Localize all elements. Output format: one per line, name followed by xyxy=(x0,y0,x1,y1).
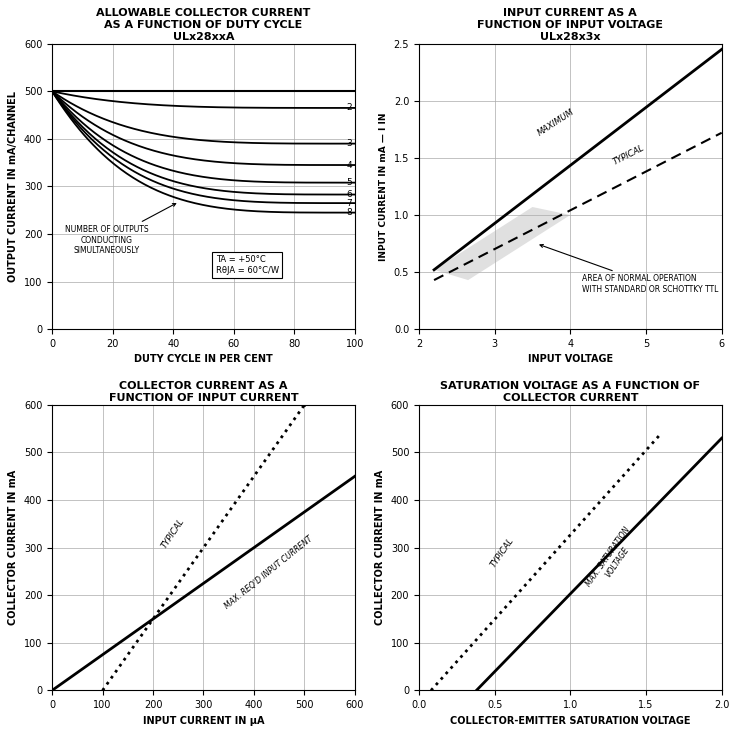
X-axis label: DUTY CYCLE IN PER CENT: DUTY CYCLE IN PER CENT xyxy=(134,355,273,365)
Text: 8: 8 xyxy=(346,208,352,217)
Y-axis label: COLLECTOR CURRENT IN mA: COLLECTOR CURRENT IN mA xyxy=(8,470,19,625)
Y-axis label: COLLECTOR CURRENT IN mA: COLLECTOR CURRENT IN mA xyxy=(375,470,385,625)
Polygon shape xyxy=(434,207,571,280)
Text: 5: 5 xyxy=(346,178,352,187)
Text: 7: 7 xyxy=(346,199,352,208)
Text: 4: 4 xyxy=(346,161,352,170)
Y-axis label: OUTPUT CURRENT IN mA/CHANNEL: OUTPUT CURRENT IN mA/CHANNEL xyxy=(8,91,19,282)
X-axis label: COLLECTOR-EMITTER SATURATION VOLTAGE: COLLECTOR-EMITTER SATURATION VOLTAGE xyxy=(450,716,691,726)
Y-axis label: INPUT CURRENT IN mA — I IN: INPUT CURRENT IN mA — I IN xyxy=(379,112,388,261)
Text: 2: 2 xyxy=(346,103,352,112)
Text: TYPICAL: TYPICAL xyxy=(612,144,647,167)
Text: MAX. REQ'D INPUT CURRENT: MAX. REQ'D INPUT CURRENT xyxy=(224,534,315,611)
Text: MAX. SATURATION
VOLTAGE: MAX. SATURATION VOLTAGE xyxy=(585,525,641,594)
Text: TYPICAL: TYPICAL xyxy=(160,517,186,550)
Text: MAXIMUM: MAXIMUM xyxy=(536,107,577,137)
Text: 3: 3 xyxy=(346,139,352,148)
Text: TA = +50°C
RθJA = 60°C/W: TA = +50°C RθJA = 60°C/W xyxy=(215,255,279,275)
Text: 6: 6 xyxy=(346,190,352,199)
Title: INPUT CURRENT AS A
FUNCTION OF INPUT VOLTAGE
ULx28x3x: INPUT CURRENT AS A FUNCTION OF INPUT VOL… xyxy=(478,8,663,42)
X-axis label: INPUT VOLTAGE: INPUT VOLTAGE xyxy=(527,355,613,365)
Text: TYPICAL: TYPICAL xyxy=(489,536,516,569)
Text: AREA OF NORMAL OPERATION
WITH STANDARD OR SCHOTTKY TTL: AREA OF NORMAL OPERATION WITH STANDARD O… xyxy=(540,244,718,294)
Title: SATURATION VOLTAGE AS A FUNCTION OF
COLLECTOR CURRENT: SATURATION VOLTAGE AS A FUNCTION OF COLL… xyxy=(440,381,700,403)
Title: COLLECTOR CURRENT AS A
FUNCTION OF INPUT CURRENT: COLLECTOR CURRENT AS A FUNCTION OF INPUT… xyxy=(109,381,298,403)
Text: NUMBER OF OUTPUTS
CONDUCTING
SIMULTANEOUSLY: NUMBER OF OUTPUTS CONDUCTING SIMULTANEOU… xyxy=(65,203,176,255)
X-axis label: INPUT CURRENT IN μA: INPUT CURRENT IN μA xyxy=(143,716,264,726)
Title: ALLOWABLE COLLECTOR CURRENT
AS A FUNCTION OF DUTY CYCLE
ULx28xxA: ALLOWABLE COLLECTOR CURRENT AS A FUNCTIO… xyxy=(96,8,311,42)
